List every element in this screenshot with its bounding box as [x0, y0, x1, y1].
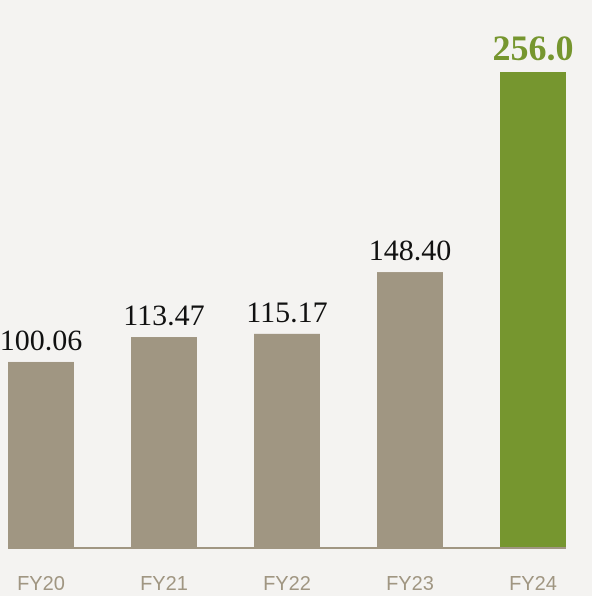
bar — [131, 337, 197, 548]
value-label: 148.40 — [369, 234, 452, 267]
x-tick-label: FY23 — [386, 573, 434, 595]
bar — [8, 361, 74, 548]
value-label: 115.17 — [246, 296, 327, 329]
value-label: 256.0 — [493, 28, 574, 68]
bar — [377, 272, 443, 548]
bar — [500, 72, 566, 548]
x-tick-label: FY24 — [509, 573, 557, 595]
x-tick-label: FY22 — [263, 573, 311, 595]
x-tick-label: FY21 — [140, 573, 188, 595]
bar — [254, 333, 320, 548]
x-tick-label: FY20 — [17, 573, 65, 595]
value-label: 113.47 — [123, 299, 204, 332]
value-label: 100.06 — [0, 324, 82, 357]
